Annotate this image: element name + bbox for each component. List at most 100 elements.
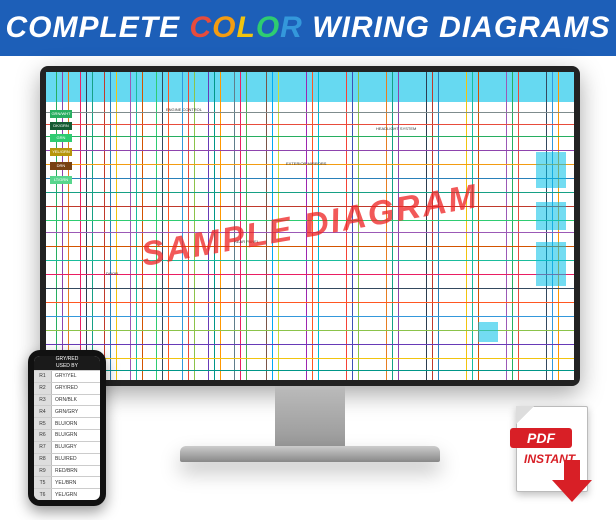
connector-block <box>536 242 566 286</box>
phone-table-row: T5YEL/BRN <box>34 476 100 488</box>
wire-vertical <box>86 72 87 380</box>
phone-mockup: GRY/RED USED BY R1GRY/YELR2GRY/REDR3ORN/… <box>28 350 106 506</box>
wire-color-swatch: GRN <box>50 134 72 142</box>
phone-table-row: R6BLU/GRN <box>34 429 100 441</box>
phone-label-cell: ORN/BLK <box>52 395 100 406</box>
wire-color-swatch: YEL/GRN <box>50 148 72 156</box>
wire-horizontal <box>46 316 574 317</box>
phone-label-cell: GRN/GRY <box>52 406 100 417</box>
diagram-header-strip <box>46 72 574 102</box>
wire-vertical <box>104 72 105 380</box>
wire-color-swatch: GRN/WHT <box>50 110 72 118</box>
wire-vertical <box>162 72 163 380</box>
phone-table-row: R1GRY/YEL <box>34 370 100 382</box>
phone-label-cell: BLU/GRY <box>52 442 100 453</box>
phone-label-cell: BLU/RED <box>52 454 100 465</box>
wire-vertical <box>56 72 57 380</box>
wire-vertical <box>110 72 111 380</box>
wire-vertical <box>182 72 183 380</box>
color-letter: O <box>256 11 280 44</box>
wire-vertical <box>68 72 69 380</box>
wire-vertical <box>116 72 117 380</box>
title-banner: COMPLETE COLOR WIRING DIAGRAMS <box>0 0 616 56</box>
phone-screen: GRY/RED USED BY R1GRY/YELR2GRY/REDR3ORN/… <box>34 356 100 500</box>
wire-vertical <box>518 72 519 380</box>
wire-color-swatch: LT/GRN <box>50 176 72 184</box>
phone-pin-cell: R2 <box>34 383 52 394</box>
phone-label-cell: YEL/BRN <box>52 477 100 488</box>
phone-label-cell: GRY/RED <box>52 383 100 394</box>
phone-pin-cell: R3 <box>34 395 52 406</box>
phone-table-row: R8BLU/RED <box>34 453 100 465</box>
wire-horizontal <box>46 112 574 113</box>
monitor-stand-neck <box>275 386 345 446</box>
phone-pin-cell: R1 <box>34 371 52 382</box>
color-letter: C <box>189 11 212 44</box>
pdf-label: PDF <box>527 430 555 446</box>
phone-pin-cell: R6 <box>34 430 52 441</box>
phone-title-sub: USED BY <box>34 363 100 370</box>
wire-horizontal <box>46 344 574 345</box>
phone-pin-cell: R9 <box>34 466 52 477</box>
banner-pre: COMPLETE <box>5 11 180 45</box>
wire-vertical <box>62 72 63 380</box>
pdf-page-fold <box>516 406 534 424</box>
wire-horizontal <box>46 192 574 193</box>
wire-horizontal <box>46 370 574 371</box>
phone-table-row: R3ORN/BLK <box>34 394 100 406</box>
wire-horizontal <box>46 302 574 303</box>
wire-vertical <box>142 72 143 380</box>
connector-block <box>536 152 566 188</box>
phone-label-cell: RED/BRN <box>52 466 100 477</box>
banner-text: COMPLETE COLOR WIRING DIAGRAMS <box>5 11 610 45</box>
wire-horizontal <box>46 288 574 289</box>
wire-vertical <box>466 72 467 380</box>
phone-table-row: R2GRY/RED <box>34 382 100 394</box>
phone-label-cell: BLU/GRN <box>52 430 100 441</box>
wire-horizontal <box>46 260 574 261</box>
wire-horizontal <box>46 124 574 125</box>
wire-vertical <box>92 72 93 380</box>
phone-pin-cell: R5 <box>34 418 52 429</box>
wire-horizontal <box>46 150 574 151</box>
wire-color-swatch: DK/GRN <box>50 122 72 130</box>
connector-block <box>478 322 498 342</box>
phone-table-row: R4GRN/GRY <box>34 405 100 417</box>
wire-color-swatch: DRN <box>50 162 72 170</box>
wire-vertical <box>512 72 513 380</box>
phone-title-top: GRY/RED <box>34 356 100 363</box>
phone-pin-cell: T6 <box>34 489 52 500</box>
wire-vertical <box>80 72 81 380</box>
wire-vertical <box>156 72 157 380</box>
phone-pin-cell: R4 <box>34 406 52 417</box>
monitor: GRN/WHT DK/GRN GRN YEL/GRN DRN LT/GRN ENGINE C… <box>40 66 580 462</box>
wire-horizontal <box>46 274 574 275</box>
wire-vertical <box>168 72 169 380</box>
wire-vertical <box>472 72 473 380</box>
phone-table-row: R5BLU/ORN <box>34 417 100 429</box>
download-arrow-icon <box>552 460 592 504</box>
phone-label-cell: BLU/ORN <box>52 418 100 429</box>
phone-header: GRY/RED USED BY <box>34 356 100 370</box>
monitor-stand-base <box>180 446 440 462</box>
color-letter: R <box>280 11 303 44</box>
phone-pin-cell: R7 <box>34 442 52 453</box>
phone-table-row: R7BLU/GRY <box>34 441 100 453</box>
wire-vertical <box>438 72 439 380</box>
phone-label-cell: GRY/YEL <box>52 371 100 382</box>
phone-table-row: T6YEL/GRN <box>34 488 100 500</box>
connector-block <box>536 202 566 230</box>
pdf-download-badge[interactable]: PDF INSTANT <box>510 406 596 506</box>
wire-vertical <box>136 72 137 380</box>
color-letter: L <box>237 11 256 44</box>
banner-color-word: COLOR <box>189 11 302 45</box>
phone-table-row: R9RED/BRN <box>34 465 100 477</box>
diagram-label: ENGINE CONTROL <box>166 108 202 112</box>
wire-vertical <box>130 72 131 380</box>
wire-horizontal <box>46 136 574 137</box>
phone-pin-cell: T5 <box>34 477 52 488</box>
wire-horizontal <box>46 246 574 247</box>
banner-post: WIRING DIAGRAMS <box>312 11 610 45</box>
pdf-band: PDF <box>510 428 572 448</box>
wire-vertical <box>432 72 433 380</box>
